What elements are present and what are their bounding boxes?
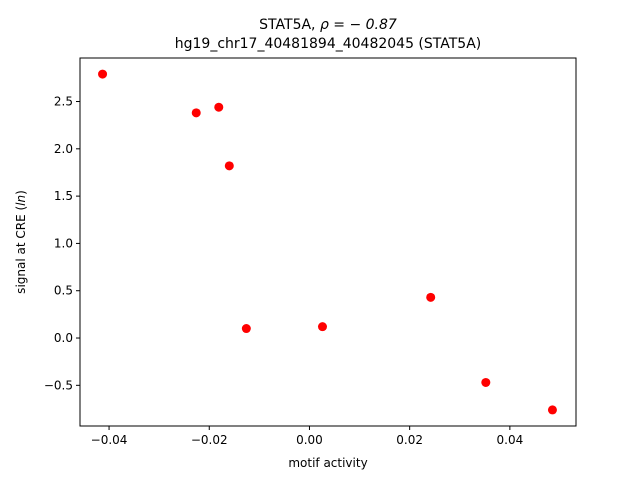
- y-tick-label: 0.5: [54, 284, 73, 298]
- y-axis-label: signal at CRE (ln): [14, 190, 28, 294]
- data-point: [98, 69, 108, 79]
- x-axis-label: motif activity: [288, 456, 367, 470]
- axes-frame: [79, 57, 577, 427]
- x-tick-label: −0.04: [91, 433, 128, 447]
- x-tick-label: −0.02: [191, 433, 228, 447]
- data-point: [426, 292, 436, 302]
- y-tick-label: 0.0: [54, 331, 73, 345]
- y-tick-label: −0.5: [44, 378, 73, 392]
- data-point: [481, 377, 491, 387]
- chart-title-line1: STAT5A, ρ = − 0.87: [259, 17, 397, 33]
- data-point: [241, 324, 251, 334]
- y-tick-label: 2.5: [54, 95, 73, 109]
- chart-title-line2: hg19_chr17_40481894_40482045 (STAT5A): [175, 36, 481, 52]
- y-tick-label: 1.0: [54, 236, 73, 250]
- x-axis-ticks: −0.04 −0.02 0.00 0.02 0.04: [91, 426, 524, 447]
- x-tick-label: 0.02: [396, 433, 423, 447]
- y-axis-ticks: −0.5 0.0 0.5 1.0 1.5 2.0 2.5: [44, 95, 80, 392]
- x-tick-label: 0.00: [296, 433, 323, 447]
- data-point: [191, 108, 201, 118]
- data-point: [214, 102, 224, 112]
- y-tick-label: 2.0: [54, 142, 73, 156]
- data-point: [224, 161, 234, 171]
- x-tick-label: 0.04: [497, 433, 524, 447]
- y-tick-label: 1.5: [54, 189, 73, 203]
- data-point: [547, 405, 557, 415]
- data-points: [98, 69, 557, 415]
- data-point: [317, 322, 327, 332]
